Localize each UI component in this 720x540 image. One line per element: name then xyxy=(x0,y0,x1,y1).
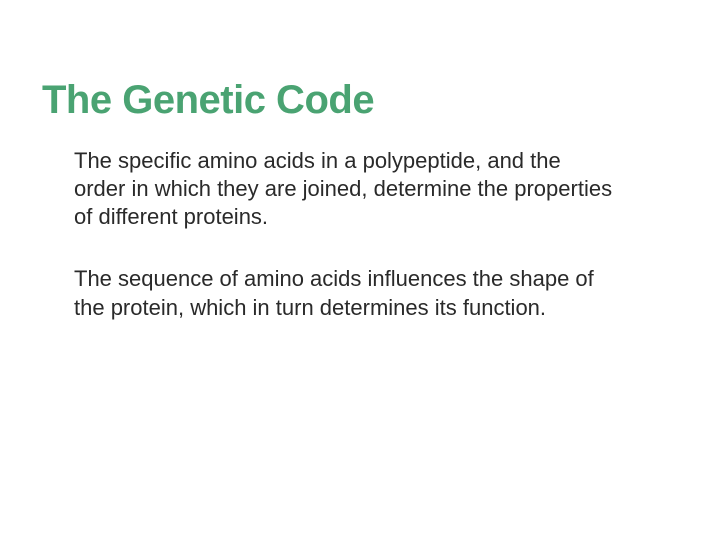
paragraph-2: The sequence of amino acids influences t… xyxy=(74,265,618,321)
slide-title: The Genetic Code xyxy=(42,78,678,123)
slide-container: The Genetic Code The specific amino acid… xyxy=(0,0,720,540)
paragraph-1: The specific amino acids in a polypeptid… xyxy=(74,147,618,231)
